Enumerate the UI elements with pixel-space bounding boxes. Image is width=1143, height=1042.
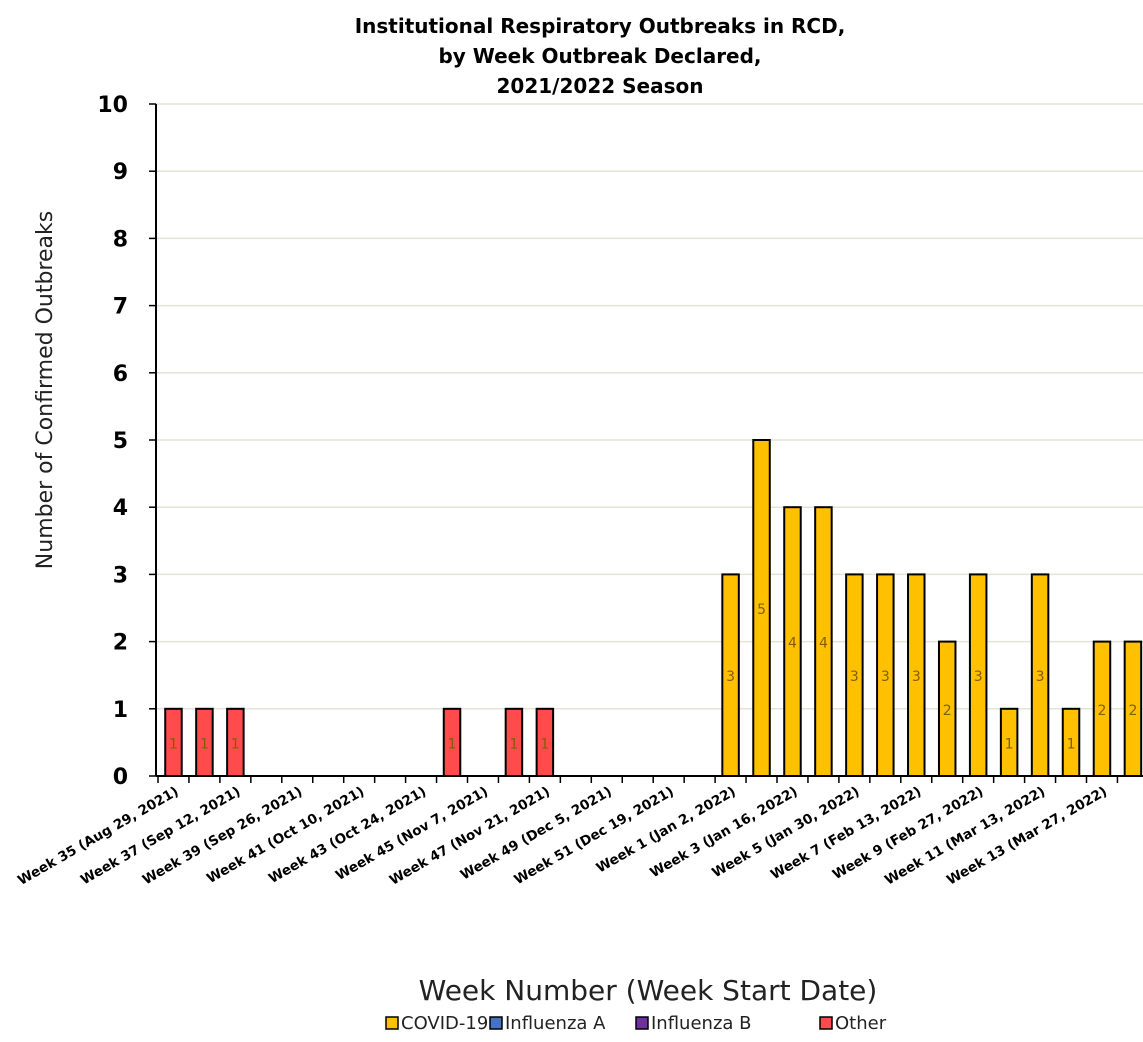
- bar-data-label: 1: [1067, 736, 1076, 752]
- legend-label: Influenza B: [651, 1013, 752, 1034]
- legend-swatch: [635, 1016, 649, 1030]
- legend-label: COVID-19: [401, 1013, 488, 1034]
- bar-data-label: 3: [1036, 669, 1045, 685]
- bar-data-label: 2: [1128, 703, 1137, 719]
- bar-data-label: 1: [1005, 736, 1014, 752]
- legend: COVID-19 Influenza A Influenza B Other: [385, 1013, 887, 1034]
- bar-data-label: 1: [540, 736, 549, 752]
- legend-item: Influenza A: [489, 1013, 606, 1034]
- legend-item: Other: [819, 1013, 887, 1034]
- bar-data-label: 1: [169, 736, 178, 752]
- chart-title-line: 2021/2022 Season: [497, 74, 704, 98]
- data-labels: 354433323131222111111: [169, 602, 1137, 752]
- y-tick-label: 7: [113, 295, 128, 320]
- chart-title: Institutional Respiratory Outbreaks in R…: [355, 14, 846, 98]
- bar-data-label: 4: [788, 636, 797, 652]
- bar-data-label: 1: [509, 736, 518, 752]
- bar-data-label: 3: [974, 669, 983, 685]
- legend-swatch: [489, 1016, 503, 1030]
- legend-item: COVID-19: [385, 1013, 488, 1034]
- bar-data-label: 2: [943, 703, 952, 719]
- x-axis-label: Week Number (Week Start Date): [419, 974, 878, 1007]
- y-tick-label: 3: [113, 563, 128, 588]
- y-tick-label: 9: [113, 160, 128, 185]
- legend-swatch: [385, 1016, 399, 1030]
- y-tick-label: 0: [113, 765, 128, 790]
- y-tick-label: 4: [113, 496, 128, 521]
- y-tick-label: 10: [97, 93, 128, 118]
- y-axis-label: Number of Confirmed Outbreaks: [33, 211, 58, 569]
- bar-data-label: 1: [448, 736, 457, 752]
- y-tick-label: 6: [113, 362, 128, 387]
- bar-data-label: 3: [881, 669, 890, 685]
- chart-title-line: Institutional Respiratory Outbreaks in R…: [355, 14, 846, 38]
- chart-title-line: by Week Outbreak Declared,: [438, 44, 761, 68]
- y-tick-label: 5: [113, 429, 128, 454]
- bar-data-label: 4: [819, 636, 828, 652]
- y-tick-label: 8: [113, 227, 128, 252]
- bars: [164, 439, 1143, 778]
- bar-data-label: 1: [200, 736, 209, 752]
- y-tick-label: 2: [113, 631, 128, 656]
- bar-data-label: 3: [850, 669, 859, 685]
- y-tick-label: 1: [113, 698, 128, 723]
- bar-data-label: 3: [726, 669, 735, 685]
- bar-data-label: 1: [231, 736, 240, 752]
- y-tick-labels: 0 1 2 3 4 5 6 7 8 9 10: [97, 93, 156, 790]
- bar-data-label: 5: [757, 602, 766, 618]
- legend-swatch: [819, 1016, 833, 1030]
- legend-item: Influenza B: [635, 1013, 752, 1034]
- bar-data-label: 3: [912, 669, 921, 685]
- bar-data-label: 2: [1098, 703, 1107, 719]
- legend-label: Influenza A: [505, 1013, 606, 1034]
- x-tick-labels: Week 35 (Aug 29, 2021)Week 37 (Sep 12, 2…: [15, 776, 1119, 889]
- gridlines: [156, 103, 1143, 710]
- legend-label: Other: [835, 1013, 887, 1034]
